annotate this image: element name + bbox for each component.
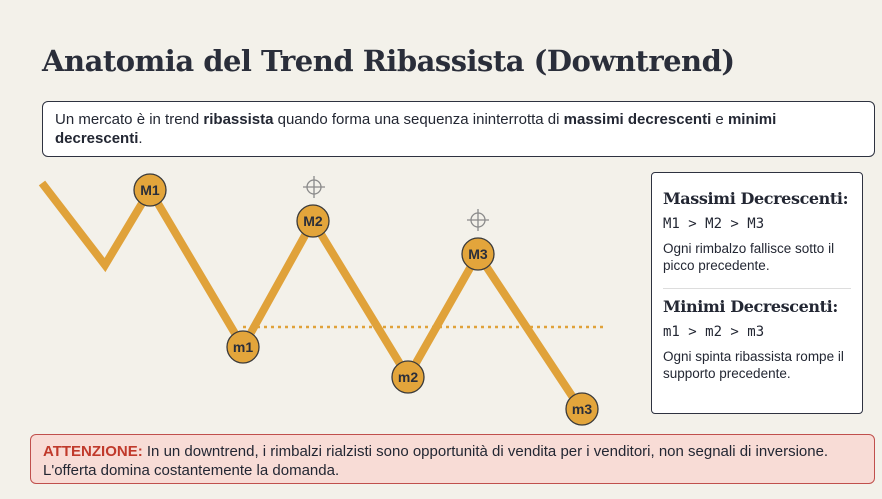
panel-rule: m1 > m2 > m3 <box>663 324 765 340</box>
divider <box>663 288 851 289</box>
info-panel: Massimi Decrescenti: M1 > M2 > M3 Ogni r… <box>651 172 863 414</box>
intro-box: Un mercato è in trend ribassista quando … <box>42 101 875 157</box>
warning-box: ATTENZIONE: In un downtrend, i rimbalzi … <box>30 434 875 484</box>
title: Anatomia del Trend Ribassista (Downtrend… <box>42 44 735 78</box>
crosshair <box>467 209 489 231</box>
node: M2 <box>296 204 330 238</box>
node-label: m1 <box>233 339 253 355</box>
node: M1 <box>133 173 167 207</box>
node-label: M1 <box>140 182 160 198</box>
node: m1 <box>226 330 260 364</box>
intro-text: Un mercato è in trend <box>55 111 204 128</box>
intro-text: e <box>711 111 728 128</box>
warning-text: In un downtrend, i rimbalzi rialzisti so… <box>43 443 829 479</box>
intro-bold: ribassista <box>203 111 274 128</box>
node-label: M3 <box>468 246 488 262</box>
node: M3 <box>461 237 495 271</box>
panel-heading: Massimi Decrescenti: <box>663 189 849 208</box>
panel-rule: M1 > M2 > M3 <box>663 216 765 232</box>
node-label: m2 <box>398 369 418 385</box>
node: m2 <box>391 360 425 394</box>
trend-line <box>38 180 584 411</box>
node-label: M2 <box>303 213 323 229</box>
crosshair <box>303 176 325 198</box>
node-label: m3 <box>572 401 592 417</box>
intro-bold: minimi decrescenti <box>55 111 777 147</box>
panel-text: Ogni spinta ribassista rompe il supporto… <box>663 349 844 381</box>
panel-heading: Minimi Decrescenti: <box>663 297 838 316</box>
warning-label: ATTENZIONE: <box>43 443 143 460</box>
intro-text: . <box>138 130 143 147</box>
node: m3 <box>565 392 599 426</box>
panel-text: Ogni rimbalzo fallisce sotto il picco pr… <box>663 241 835 273</box>
intro-text: quando forma una sequenza ininterrotta d… <box>273 111 564 128</box>
intro-bold: massimi decrescenti <box>563 111 712 128</box>
